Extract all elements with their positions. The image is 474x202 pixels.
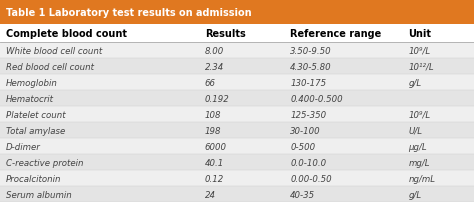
Text: 10¹²/L: 10¹²/L — [409, 62, 434, 71]
Text: 0-500: 0-500 — [290, 142, 315, 151]
FancyBboxPatch shape — [0, 122, 474, 138]
Text: ng/mL: ng/mL — [409, 174, 436, 183]
Text: U/L: U/L — [409, 126, 423, 135]
FancyBboxPatch shape — [0, 107, 474, 122]
Text: Serum albumin: Serum albumin — [6, 189, 72, 199]
Text: 6000: 6000 — [205, 142, 227, 151]
Text: Table 1 Laboratory test results on admission: Table 1 Laboratory test results on admis… — [6, 8, 251, 18]
Text: Unit: Unit — [409, 29, 432, 39]
FancyBboxPatch shape — [0, 138, 474, 154]
Text: 2.34: 2.34 — [205, 62, 224, 71]
FancyBboxPatch shape — [0, 186, 474, 202]
Text: 40-35: 40-35 — [290, 189, 315, 199]
Text: μg/L: μg/L — [409, 142, 427, 151]
Text: 0.12: 0.12 — [205, 174, 224, 183]
Text: mg/L: mg/L — [409, 158, 430, 167]
FancyBboxPatch shape — [0, 25, 474, 43]
Text: 10⁹/L: 10⁹/L — [409, 46, 431, 56]
Text: 0.00-0.50: 0.00-0.50 — [290, 174, 332, 183]
Text: 30-100: 30-100 — [290, 126, 321, 135]
Text: Procalcitonin: Procalcitonin — [6, 174, 61, 183]
Text: 198: 198 — [205, 126, 221, 135]
Text: 24: 24 — [205, 189, 216, 199]
Text: 3.50-9.50: 3.50-9.50 — [290, 46, 332, 56]
Text: 4.30-5.80: 4.30-5.80 — [290, 62, 332, 71]
Text: Total amylase: Total amylase — [6, 126, 65, 135]
FancyBboxPatch shape — [0, 170, 474, 186]
Text: Platelet count: Platelet count — [6, 110, 65, 119]
Text: 130-175: 130-175 — [290, 78, 326, 87]
Text: White blood cell count: White blood cell count — [6, 46, 102, 56]
Text: Hematocrit: Hematocrit — [6, 94, 54, 103]
Text: 0.0-10.0: 0.0-10.0 — [290, 158, 326, 167]
Text: g/L: g/L — [409, 189, 422, 199]
FancyBboxPatch shape — [0, 91, 474, 107]
FancyBboxPatch shape — [0, 43, 474, 59]
FancyBboxPatch shape — [0, 154, 474, 170]
Text: 10⁹/L: 10⁹/L — [409, 110, 431, 119]
Text: 40.1: 40.1 — [205, 158, 224, 167]
FancyBboxPatch shape — [0, 59, 474, 75]
Text: D-dimer: D-dimer — [6, 142, 40, 151]
Text: 0.192: 0.192 — [205, 94, 229, 103]
Text: Red blood cell count: Red blood cell count — [6, 62, 94, 71]
Text: 8.00: 8.00 — [205, 46, 224, 56]
Text: Reference range: Reference range — [290, 29, 382, 39]
Text: Results: Results — [205, 29, 246, 39]
Text: g/L: g/L — [409, 78, 422, 87]
Text: 125-350: 125-350 — [290, 110, 326, 119]
Text: 0.400-0.500: 0.400-0.500 — [290, 94, 343, 103]
FancyBboxPatch shape — [0, 0, 474, 25]
Text: Hemoglobin: Hemoglobin — [6, 78, 57, 87]
FancyBboxPatch shape — [0, 75, 474, 91]
Text: 66: 66 — [205, 78, 216, 87]
Text: 108: 108 — [205, 110, 221, 119]
Text: C-reactive protein: C-reactive protein — [6, 158, 83, 167]
Text: Complete blood count: Complete blood count — [6, 29, 127, 39]
